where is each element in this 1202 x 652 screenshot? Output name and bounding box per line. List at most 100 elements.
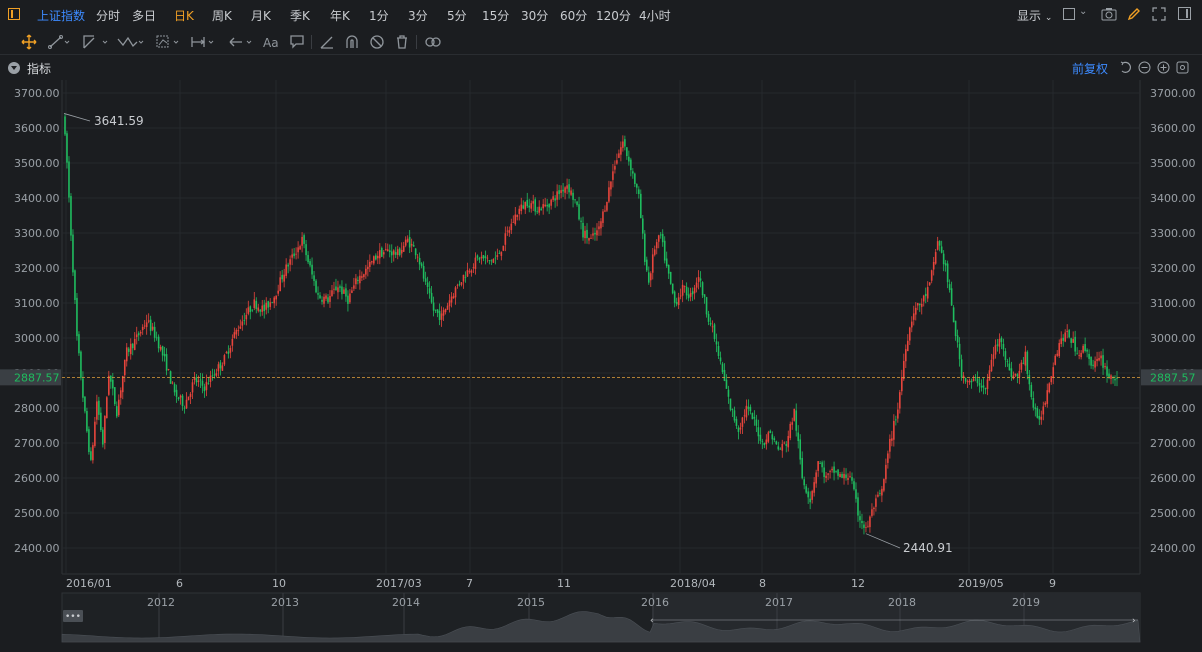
- candle-body: [976, 378, 979, 384]
- period-tab[interactable]: 120分: [596, 9, 631, 23]
- period-tab[interactable]: 30分: [521, 9, 549, 23]
- hide-icon[interactable]: [369, 33, 385, 51]
- symbol-title[interactable]: 上证指数: [37, 9, 86, 23]
- candle-body: [568, 184, 570, 193]
- display-dropdown[interactable]: 显示 ⌄: [1017, 7, 1052, 24]
- candle-body: [851, 477, 853, 481]
- layout-icon[interactable]: [1063, 8, 1075, 20]
- candle-body: [104, 415, 106, 444]
- camera-icon[interactable]: [1101, 7, 1117, 21]
- period-tab[interactable]: 月K: [251, 9, 271, 23]
- kline-chart[interactable]: 3700.00 3700.00 3600.00 3600.00 3500.00 3500.…: [0, 80, 1202, 649]
- channel-icon[interactable]: [82, 33, 110, 51]
- candle-body: [183, 407, 186, 409]
- candle-body: [1010, 368, 1013, 377]
- period-tab[interactable]: 60分: [560, 9, 588, 23]
- candle-body: [769, 430, 772, 434]
- candle-body: [90, 451, 92, 460]
- candle-body: [398, 248, 401, 256]
- candle-body: [847, 478, 849, 480]
- candle-body: [1108, 373, 1110, 378]
- candle-body: [331, 290, 333, 296]
- candle-body: [673, 291, 676, 303]
- candle-body: [546, 204, 548, 207]
- candle-body: [249, 306, 252, 312]
- comment-icon[interactable]: [289, 33, 305, 51]
- zoom-in-icon[interactable]: [1157, 61, 1170, 74]
- candle-body: [821, 462, 823, 468]
- chevron-down-icon[interactable]: ⌄: [1079, 6, 1088, 17]
- candle-body: [592, 233, 594, 236]
- candlestick-chart-svg[interactable]: 3700.00 3700.00 3600.00 3600.00 3500.00 3500.…: [0, 80, 1202, 649]
- y-tick-label-right: 2600.00: [1150, 472, 1196, 485]
- link-icon[interactable]: [424, 33, 442, 51]
- expand-icon[interactable]: [1152, 7, 1166, 21]
- candle-body: [279, 277, 281, 292]
- candle-body: [669, 271, 672, 284]
- arrow-icon[interactable]: [228, 33, 258, 51]
- zoom-out-icon[interactable]: [1138, 61, 1151, 74]
- period-tab[interactable]: 5分: [447, 9, 467, 23]
- move-cross-icon[interactable]: [20, 33, 38, 51]
- undo-icon[interactable]: [1119, 61, 1132, 74]
- period-tab[interactable]: 1分: [369, 9, 389, 23]
- text-tool[interactable]: Aa: [263, 36, 279, 50]
- period-tab[interactable]: 年K: [330, 9, 350, 23]
- candle-body: [488, 260, 491, 261]
- candle-body: [958, 343, 961, 360]
- candle-body: [1090, 356, 1092, 366]
- candle-body: [478, 257, 481, 260]
- candle-body: [305, 244, 307, 256]
- sidebar-toggle-icon[interactable]: [8, 8, 20, 20]
- collapse-indicator-icon[interactable]: [8, 62, 20, 74]
- candle-body: [418, 257, 421, 265]
- candle-body: [323, 296, 325, 304]
- candle-body: [948, 284, 951, 290]
- candle-body: [584, 230, 586, 239]
- candle-body: [1058, 343, 1061, 357]
- line-icon[interactable]: [48, 33, 72, 51]
- candle-body: [749, 406, 752, 412]
- adjust-mode-button[interactable]: 前复权: [1072, 62, 1109, 76]
- settings-icon[interactable]: [1176, 61, 1189, 74]
- candle-body: [640, 193, 642, 219]
- x-tick-label: 9: [1049, 577, 1056, 590]
- candle-body: [608, 187, 610, 202]
- pattern-icon[interactable]: [155, 33, 185, 51]
- candle-body: [614, 166, 616, 170]
- period-tab[interactable]: 4小时: [639, 9, 671, 23]
- candle-body: [719, 357, 722, 362]
- period-tab[interactable]: 15分: [482, 9, 510, 23]
- period-tab[interactable]: 季K: [290, 9, 310, 23]
- candle-body: [522, 205, 525, 209]
- indicator-label[interactable]: 指标: [27, 62, 52, 76]
- candle-body: [450, 296, 453, 303]
- pencil-icon[interactable]: [1127, 7, 1141, 21]
- period-tab[interactable]: 日K: [174, 9, 194, 23]
- period-tab[interactable]: 3分: [408, 9, 428, 23]
- candle-body: [357, 279, 359, 282]
- candle-body: [213, 374, 216, 376]
- magnet-icon[interactable]: [344, 33, 360, 51]
- period-tab[interactable]: 多日: [132, 9, 157, 23]
- top-toolbar: 上证指数 分时 多日 日K 周K 月K 季K 年K 1分 3分 5分 15分 30分 60分 120分 4小…: [0, 0, 1202, 31]
- candle-body: [299, 246, 301, 250]
- candle-body: [899, 392, 901, 409]
- candle-body: [498, 253, 501, 254]
- y-tick-label-left: 3600.00: [14, 122, 60, 135]
- candle-body: [153, 326, 156, 338]
- period-tab[interactable]: 周K: [212, 9, 232, 23]
- navigator-area: [61, 611, 1141, 643]
- trash-icon[interactable]: [394, 33, 410, 51]
- y-tick-label-left: 3400.00: [14, 192, 60, 205]
- wave-icon[interactable]: [117, 33, 147, 51]
- period-tab[interactable]: 分时: [96, 9, 121, 23]
- candle-body: [528, 205, 531, 208]
- measure-icon[interactable]: [190, 33, 220, 51]
- sidebar-icon[interactable]: [1178, 7, 1191, 20]
- ruler-icon[interactable]: [319, 33, 335, 51]
- candle-body: [1066, 330, 1068, 332]
- candle-body: [638, 189, 640, 195]
- candle-body: [717, 345, 720, 357]
- candle-body: [795, 410, 798, 431]
